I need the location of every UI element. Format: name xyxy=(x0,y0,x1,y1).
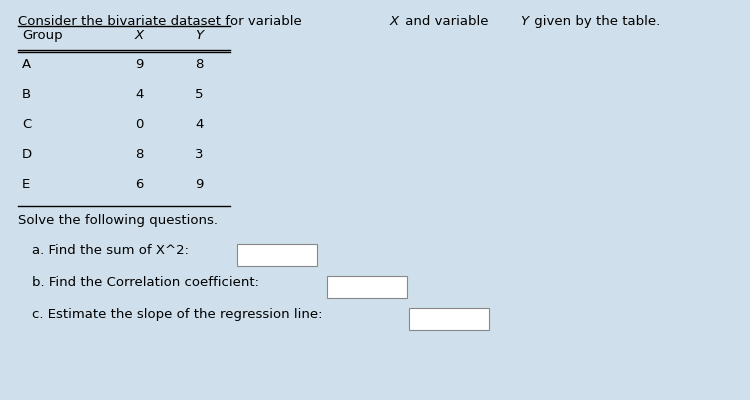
Text: Y: Y xyxy=(195,29,203,42)
Text: X: X xyxy=(389,15,399,28)
Text: 3: 3 xyxy=(195,148,203,161)
Text: 8: 8 xyxy=(135,148,143,161)
Text: 9: 9 xyxy=(135,58,143,71)
Text: Consider the bivariate dataset for variable: Consider the bivariate dataset for varia… xyxy=(18,15,306,28)
Text: D: D xyxy=(22,148,32,161)
Text: 0: 0 xyxy=(135,118,143,131)
Text: 5: 5 xyxy=(195,88,203,101)
Text: 4: 4 xyxy=(195,118,203,131)
Text: Solve the following questions.: Solve the following questions. xyxy=(18,214,218,227)
Text: X: X xyxy=(135,29,144,42)
Text: given by the table.: given by the table. xyxy=(530,15,661,28)
Text: B: B xyxy=(22,88,31,101)
Text: c. Estimate the slope of the regression line:: c. Estimate the slope of the regression … xyxy=(32,308,322,321)
Text: Group: Group xyxy=(22,29,62,42)
Text: 6: 6 xyxy=(135,178,143,191)
Text: 9: 9 xyxy=(195,178,203,191)
Text: 4: 4 xyxy=(135,88,143,101)
Text: E: E xyxy=(22,178,30,191)
Text: C: C xyxy=(22,118,32,131)
FancyBboxPatch shape xyxy=(409,308,489,330)
Text: b. Find the Correlation coefficient:: b. Find the Correlation coefficient: xyxy=(32,276,259,289)
Text: Y: Y xyxy=(520,15,528,28)
Text: A: A xyxy=(22,58,31,71)
Text: a. Find the sum of X^2:: a. Find the sum of X^2: xyxy=(32,244,189,257)
FancyBboxPatch shape xyxy=(236,244,316,266)
Text: and variable: and variable xyxy=(401,15,494,28)
Text: 8: 8 xyxy=(195,58,203,71)
FancyBboxPatch shape xyxy=(327,276,407,298)
